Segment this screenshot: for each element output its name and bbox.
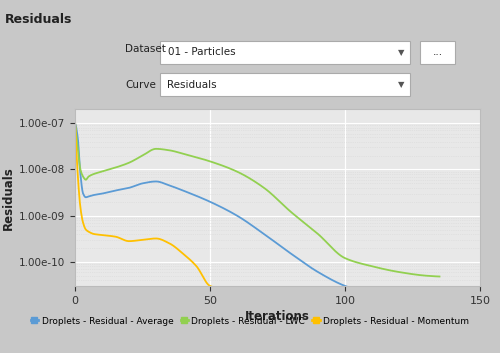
Legend: Droplets - Residual - Average, Droplets - Residual - LWC, Droplets - Residual - : Droplets - Residual - Average, Droplets … <box>27 313 473 329</box>
X-axis label: Iterations: Iterations <box>245 310 310 323</box>
Text: Curve: Curve <box>125 80 156 90</box>
FancyBboxPatch shape <box>160 73 410 96</box>
Text: Dataset: Dataset <box>125 44 166 54</box>
Text: ▼: ▼ <box>398 80 404 89</box>
Text: ▼: ▼ <box>398 48 404 57</box>
Text: Residuals: Residuals <box>168 80 217 90</box>
Text: Residuals: Residuals <box>5 13 72 25</box>
FancyBboxPatch shape <box>160 41 410 64</box>
Text: 01 - Particles: 01 - Particles <box>168 47 235 58</box>
FancyBboxPatch shape <box>420 41 455 64</box>
Y-axis label: Residuals: Residuals <box>2 166 15 229</box>
Text: ...: ... <box>432 47 442 58</box>
